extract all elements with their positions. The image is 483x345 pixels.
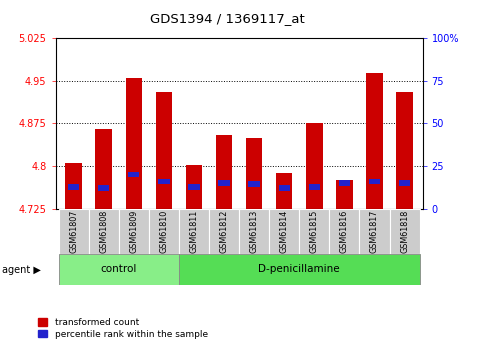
Bar	[399, 180, 410, 186]
Bar	[128, 172, 140, 177]
Bar	[279, 185, 290, 190]
Bar	[58, 209, 89, 254]
Bar	[239, 209, 269, 254]
Bar	[179, 209, 209, 254]
Bar	[98, 185, 110, 190]
Text: GSM61814: GSM61814	[280, 210, 289, 253]
Bar	[339, 180, 350, 186]
Bar	[309, 184, 320, 190]
Bar	[149, 209, 179, 254]
Bar	[218, 180, 230, 186]
Text: GSM61808: GSM61808	[99, 210, 108, 253]
Bar	[248, 181, 260, 187]
Bar	[389, 209, 420, 254]
Text: agent ▶: agent ▶	[2, 265, 41, 275]
Bar	[306, 123, 323, 209]
Bar	[58, 254, 179, 285]
Bar	[329, 209, 359, 254]
Bar	[158, 179, 170, 184]
Bar	[269, 209, 299, 254]
Text: GSM61818: GSM61818	[400, 210, 409, 253]
Text: GSM61812: GSM61812	[220, 210, 228, 253]
Text: GDS1394 / 1369117_at: GDS1394 / 1369117_at	[150, 12, 304, 25]
Bar	[246, 138, 262, 209]
Bar	[179, 254, 420, 285]
Bar	[96, 129, 112, 209]
Bar	[299, 209, 329, 254]
Bar	[119, 209, 149, 254]
Bar	[336, 180, 353, 209]
Bar	[89, 209, 119, 254]
Bar	[359, 209, 389, 254]
Text: GSM61816: GSM61816	[340, 210, 349, 253]
Bar	[65, 163, 82, 209]
Text: GSM61809: GSM61809	[129, 210, 138, 253]
Bar	[126, 78, 142, 209]
Bar	[216, 135, 232, 209]
Bar	[369, 179, 380, 184]
Bar	[68, 184, 79, 190]
Bar	[396, 92, 413, 209]
Text: D-penicillamine: D-penicillamine	[258, 264, 340, 274]
Bar	[276, 174, 293, 209]
Legend: transformed count, percentile rank within the sample: transformed count, percentile rank withi…	[38, 318, 208, 339]
Text: control: control	[100, 264, 137, 274]
Bar	[366, 73, 383, 209]
Text: GSM61811: GSM61811	[189, 210, 199, 253]
Text: GSM61807: GSM61807	[69, 210, 78, 253]
Text: GSM61815: GSM61815	[310, 210, 319, 253]
Text: GSM61810: GSM61810	[159, 210, 169, 253]
Bar	[188, 184, 199, 190]
Text: GSM61813: GSM61813	[250, 210, 258, 253]
Text: GSM61817: GSM61817	[370, 210, 379, 253]
Bar	[185, 165, 202, 209]
Bar	[209, 209, 239, 254]
Bar	[156, 92, 172, 209]
